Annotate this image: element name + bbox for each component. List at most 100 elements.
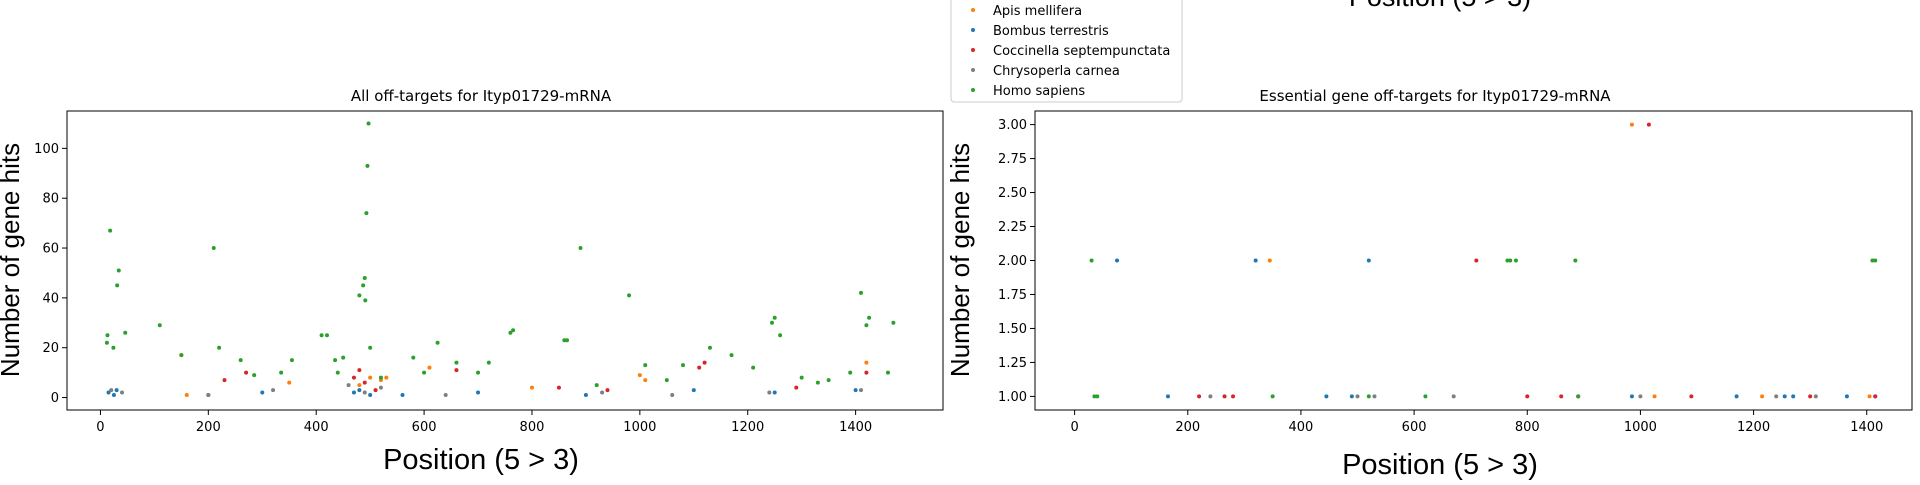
- y-tick-label: 80: [42, 192, 59, 207]
- x-tick-label: 1200: [731, 420, 764, 435]
- point-homo-sapiens: [1095, 394, 1100, 399]
- point-chrysoperla-carnea: [859, 388, 864, 393]
- left-chart-title: All off-targets for Ityp01729-mRNA: [351, 87, 612, 105]
- y-tick-label: 20: [42, 341, 59, 356]
- point-homo-sapiens: [826, 378, 831, 383]
- point-coccinella-septempunctata: [556, 385, 561, 390]
- point-homo-sapiens: [1573, 258, 1578, 263]
- right-points: [1089, 122, 1878, 399]
- point-chrysoperla-carnea: [120, 390, 125, 395]
- point-homo-sapiens: [799, 375, 804, 380]
- point-homo-sapiens: [815, 380, 820, 385]
- point-bombus-terrestris: [114, 388, 119, 393]
- point-apis-mellifera: [184, 393, 189, 398]
- point-apis-mellifera: [529, 385, 534, 390]
- point-chrysoperla-carnea: [1372, 394, 1377, 399]
- point-homo-sapiens: [1423, 394, 1428, 399]
- legend: Apis mellifera Bombus terrestris Coccinell…: [950, 0, 1183, 103]
- point-homo-sapiens: [867, 315, 872, 320]
- x-tick-label: 1000: [1624, 420, 1657, 435]
- y-tick-label: 40: [42, 291, 59, 306]
- point-apis-mellifera: [1867, 394, 1872, 399]
- point-homo-sapiens: [864, 323, 869, 328]
- point-bombus-terrestris: [772, 390, 777, 395]
- y-tick-label: 1.50: [998, 322, 1027, 337]
- point-homo-sapiens: [357, 293, 362, 298]
- right-y-ticks: 1.00 1.25 1.50 1.75 2.00 2.25 2.50 2.75 3.00: [998, 118, 1035, 405]
- point-bombus-terrestris: [1165, 394, 1170, 399]
- point-bombus-terrestris: [400, 393, 405, 398]
- point-homo-sapiens: [341, 355, 346, 360]
- point-homo-sapiens: [435, 340, 440, 345]
- point-homo-sapiens: [1576, 394, 1581, 399]
- x-tick-label: 1400: [1850, 420, 1883, 435]
- x-tick-label: 1000: [623, 420, 656, 435]
- point-chrysoperla-carnea: [362, 390, 367, 395]
- right-x-axis-label: Position (5 > 3): [1342, 449, 1538, 481]
- point-homo-sapiens: [1870, 258, 1875, 263]
- point-apis-mellifera: [368, 375, 373, 380]
- point-coccinella-septempunctata: [373, 388, 378, 393]
- point-chrysoperla-carnea: [1355, 394, 1360, 399]
- point-apis-mellifera: [1652, 394, 1657, 399]
- point-homo-sapiens: [362, 275, 367, 280]
- point-homo-sapiens: [681, 363, 686, 368]
- point-apis-mellifera: [1267, 258, 1272, 263]
- point-bombus-terrestris: [1115, 258, 1120, 263]
- point-homo-sapiens: [664, 378, 669, 383]
- point-homo-sapiens: [729, 353, 734, 358]
- point-homo-sapiens: [643, 363, 648, 368]
- point-coccinella-septempunctata: [702, 360, 707, 365]
- point-apis-mellifera: [864, 360, 869, 365]
- point-homo-sapiens: [364, 211, 369, 216]
- point-homo-sapiens: [157, 323, 162, 328]
- point-bombus-terrestris: [357, 388, 362, 393]
- point-bombus-terrestris: [1349, 394, 1354, 399]
- point-homo-sapiens: [108, 228, 113, 233]
- point-homo-sapiens: [1089, 258, 1094, 263]
- legend-label: Apis mellifera: [993, 4, 1082, 19]
- point-homo-sapiens: [476, 370, 481, 375]
- point-coccinella-septempunctata: [222, 378, 227, 383]
- point-homo-sapiens: [422, 370, 427, 375]
- right-chart-title: Essential gene off-targets for Ityp01729…: [1259, 87, 1611, 105]
- point-chrysoperla-carnea: [767, 390, 772, 395]
- point-coccinella-septempunctata: [605, 388, 610, 393]
- point-chrysoperla-carnea: [1774, 394, 1779, 399]
- y-tick-label: 0: [51, 391, 59, 406]
- point-homo-sapiens: [289, 358, 294, 363]
- point-bombus-terrestris: [1734, 394, 1739, 399]
- point-homo-sapiens: [772, 315, 777, 320]
- point-homo-sapiens: [366, 121, 371, 126]
- right-y-axis-label: Number of gene hits: [945, 143, 975, 377]
- point-homo-sapiens: [368, 345, 373, 350]
- point-bombus-terrestris: [1782, 394, 1787, 399]
- point-homo-sapiens: [1270, 394, 1275, 399]
- y-tick-label: 3.00: [998, 118, 1027, 133]
- point-homo-sapiens: [238, 358, 243, 363]
- point-homo-sapiens: [378, 375, 383, 380]
- point-chrysoperla-carnea: [1638, 394, 1643, 399]
- point-homo-sapiens: [578, 246, 583, 251]
- left-y-ticks: 0 20 40 60 80 100: [34, 142, 67, 406]
- y-tick-label: 1.00: [998, 390, 1027, 405]
- point-coccinella-septempunctata: [794, 385, 799, 390]
- point-homo-sapiens: [486, 360, 491, 365]
- point-bombus-terrestris: [1253, 258, 1258, 263]
- point-coccinella-septempunctata: [1222, 394, 1227, 399]
- point-chrysoperla-carnea: [1208, 394, 1213, 399]
- legend-marker: [971, 28, 975, 32]
- point-apis-mellifera: [643, 378, 648, 383]
- left-points: [104, 121, 896, 398]
- point-apis-mellifera: [637, 373, 642, 378]
- legend-label: Bombus terrestris: [993, 24, 1109, 39]
- point-chrysoperla-carnea: [600, 390, 605, 395]
- point-coccinella-septempunctata: [1231, 394, 1236, 399]
- left-panel: All off-targets for Ityp01729-mRNA 0 20 40…: [0, 87, 944, 476]
- point-coccinella-septempunctata: [357, 368, 362, 373]
- point-apis-mellifera: [427, 365, 432, 370]
- point-homo-sapiens: [111, 345, 116, 350]
- point-coccinella-septempunctata: [351, 375, 356, 380]
- x-tick-label: 1400: [839, 420, 872, 435]
- point-apis-mellifera: [357, 383, 362, 388]
